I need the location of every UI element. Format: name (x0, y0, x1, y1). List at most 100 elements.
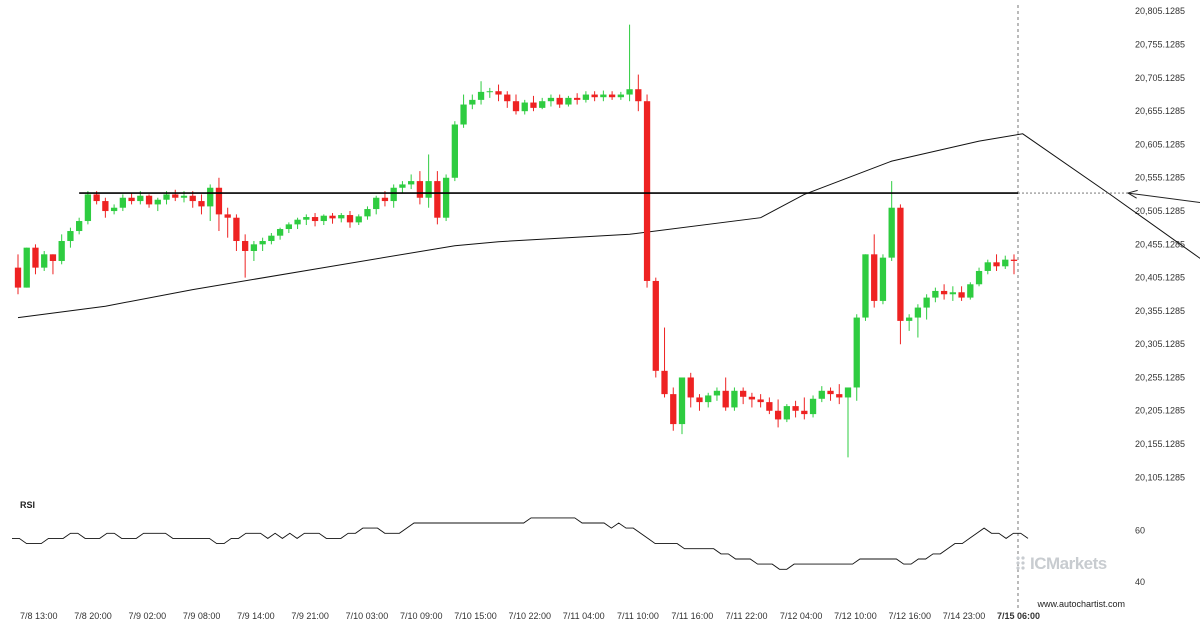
time-tick-label: 7/15 06:00 (997, 611, 1040, 621)
candle-body (774, 410, 782, 420)
candle (338, 213, 345, 223)
candle-body (303, 217, 310, 220)
candle (565, 95, 572, 107)
candle-body (207, 187, 214, 207)
candle-body (233, 217, 240, 242)
price-tick-label: 20,755.1285 (1135, 40, 1185, 50)
candle (504, 91, 511, 108)
candle (268, 233, 275, 245)
candle-body (530, 102, 537, 108)
candle-body (408, 181, 415, 185)
moving-average-layer (17, 133, 1200, 319)
pattern-overlay (79, 5, 1200, 610)
price-axis: 20,805.1285 20,755.1285 20,705.1285 20,655.… (1135, 6, 1185, 482)
candle (958, 286, 965, 301)
moving-average-line (17, 133, 1200, 319)
candle-body (242, 241, 249, 251)
candle-body (914, 307, 922, 318)
time-tick-label: 7/14 23:00 (943, 611, 986, 621)
candle (285, 222, 292, 234)
price-tick-label: 20,455.1285 (1135, 239, 1185, 249)
candle-body (93, 194, 100, 202)
candle (696, 394, 703, 411)
candle-body (591, 94, 598, 98)
candle (731, 387, 738, 411)
candle (556, 94, 563, 108)
candle (172, 189, 179, 202)
candle (259, 237, 266, 251)
brand-suffix: Markets (1046, 554, 1107, 573)
candle-body (705, 395, 712, 403)
candle (311, 213, 319, 227)
candle-body (940, 290, 948, 295)
candle (512, 94, 520, 115)
candle-body (154, 199, 161, 205)
candle-body (713, 390, 721, 396)
candle-body (364, 209, 371, 217)
candle-body (512, 101, 520, 112)
candle (355, 214, 362, 226)
candle-body (652, 280, 659, 371)
candle-body (399, 184, 406, 188)
candle-body (425, 181, 432, 198)
time-tick-label: 7/11 16:00 (671, 611, 713, 621)
candle (993, 254, 1000, 271)
price-tick-label: 20,105.1285 (1135, 472, 1185, 482)
candle (687, 372, 694, 408)
candle-body (32, 247, 39, 268)
candle-body (49, 254, 57, 261)
candle (635, 74, 642, 112)
candle-body (809, 398, 817, 415)
candle-body (879, 257, 887, 301)
candle (119, 194, 126, 212)
candle (1002, 255, 1009, 269)
candle (617, 91, 624, 100)
candle (215, 177, 223, 232)
candle-body (180, 195, 188, 198)
candle (906, 314, 913, 331)
candle-body (329, 215, 336, 219)
candle (145, 194, 153, 208)
price-tick-label: 20,555.1285 (1135, 173, 1185, 183)
brand-text: ICMarkets (1030, 554, 1107, 573)
rsi-tick-label: 60 (1135, 526, 1145, 536)
candle (984, 259, 991, 275)
candle (670, 387, 677, 431)
candle-body (696, 397, 703, 403)
broker-watermark: ICMarkets (1016, 554, 1107, 573)
candle-body (871, 254, 878, 301)
candle-body (757, 399, 764, 403)
candle-body (137, 195, 144, 202)
time-tick-label: 7/10 03:00 (346, 611, 389, 621)
time-tick-label: 7/10 22:00 (509, 611, 552, 621)
candle-body (853, 317, 860, 388)
candle-body (958, 292, 965, 298)
candle-body (259, 241, 266, 245)
candle (102, 197, 109, 218)
candle-body (556, 97, 563, 105)
time-tick-label: 7/9 08:00 (183, 611, 221, 621)
forecast-arrow-line (1127, 192, 1200, 204)
candle-body (792, 406, 799, 411)
rsi-panel: RSI 60 40 (12, 500, 1145, 587)
candle-body (608, 94, 616, 98)
candle (233, 214, 240, 251)
credit-text: www.autochartist.com (1036, 599, 1125, 609)
candle-body (993, 262, 1000, 267)
candle-body (670, 394, 677, 425)
candle (250, 241, 258, 261)
candle (643, 94, 651, 288)
candle-body (460, 104, 467, 125)
candle (416, 171, 424, 205)
candle-body (373, 197, 380, 210)
time-tick-label: 7/12 16:00 (888, 611, 931, 621)
candle-body (967, 284, 974, 298)
candle-body (818, 390, 825, 399)
candle-body (451, 124, 458, 178)
candle (495, 84, 502, 102)
candle-body (888, 207, 895, 258)
time-tick-label: 7/11 22:00 (726, 611, 768, 621)
price-tick-label: 20,605.1285 (1135, 139, 1185, 149)
forecast-arrow-head-icon (1126, 189, 1138, 199)
